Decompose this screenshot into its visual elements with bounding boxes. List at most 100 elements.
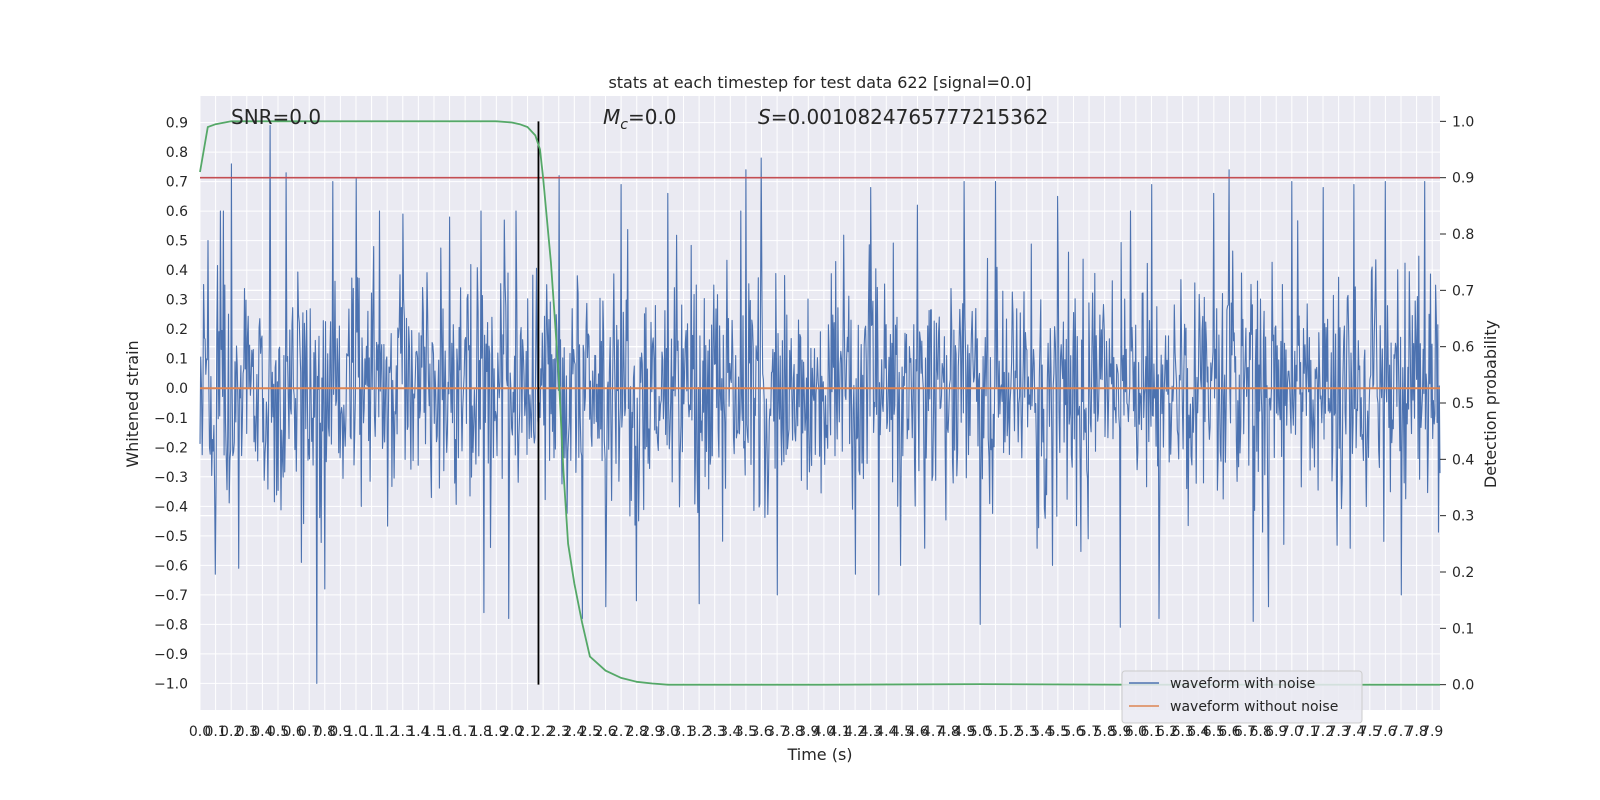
- x-tick-label: 6.3: [1172, 724, 1194, 740]
- x-tick-label: 2.6: [594, 724, 616, 740]
- x-tick-label: 2.0: [501, 724, 523, 740]
- x-tick-label: 0.0: [189, 724, 211, 740]
- y-tick-label: 0.0: [166, 381, 188, 397]
- x-tick-label: 4.7: [922, 724, 944, 740]
- x-tick-label: 1.5: [423, 724, 445, 740]
- y2-tick-label: 0.6: [1452, 340, 1474, 356]
- x-tick-label: 7.7: [1390, 724, 1412, 740]
- y2-tick-label: 0.0: [1452, 678, 1474, 694]
- y2-tick-label: 0.3: [1452, 509, 1474, 525]
- x-tick-label: 0.8: [314, 724, 336, 740]
- x-tick-label: 5.0: [969, 724, 991, 740]
- legend-label-noise: waveform with noise: [1170, 676, 1315, 692]
- mc-annotation: Mc=0.0: [603, 105, 677, 133]
- x-tick-label: 7.0: [1281, 724, 1303, 740]
- x-tick-label: 4.9: [953, 724, 975, 740]
- x-tick-label: 1.4: [407, 724, 429, 740]
- y-tick-label: 0.3: [166, 293, 188, 309]
- x-tick-label: 1.6: [438, 724, 460, 740]
- series-line-detection-probability: [199, 120, 1440, 686]
- y-tick-label: 0.5: [166, 234, 188, 250]
- x-tick-label: 2.2: [532, 724, 554, 740]
- x-tick-label: 4.8: [938, 724, 960, 740]
- x-tick-label: 7.9: [1421, 724, 1443, 740]
- y-tick-label: 0.2: [166, 322, 188, 338]
- x-tick-label: 4.0: [813, 724, 835, 740]
- x-tick-label: 0.5: [267, 724, 289, 740]
- x-tick-label: 6.1: [1140, 724, 1162, 740]
- x-tick-label: 7.4: [1343, 724, 1365, 740]
- y-tick-label: −1.0: [154, 676, 188, 692]
- y-tick-label: 0.1: [166, 352, 188, 368]
- y2-tick-label: 0.1: [1452, 621, 1474, 637]
- chart-title: stats at each timestep for test data 622…: [608, 73, 1031, 92]
- x-tick-label: 3.6: [750, 724, 772, 740]
- series-line-waveform-with-noise: [199, 124, 1441, 684]
- y-tick-label: −0.4: [154, 499, 188, 515]
- x-tick-label: 5.3: [1016, 724, 1038, 740]
- legend-box: [1121, 670, 1363, 724]
- y-tick-label: −0.6: [154, 558, 188, 574]
- x-tick-label: 3.2: [688, 724, 710, 740]
- snr-annotation: SNR=0.0: [231, 105, 321, 129]
- y2-tick-label: 0.5: [1452, 396, 1474, 412]
- x-tick-label: 3.9: [797, 724, 819, 740]
- y-tick-label: 0.8: [166, 145, 188, 161]
- x-tick-label: 5.5: [1047, 724, 1069, 740]
- mc-value: =0.0: [628, 105, 677, 129]
- x-tick-labels: 0.00.10.20.30.40.50.60.70.80.91.01.11.21…: [189, 724, 1443, 740]
- y-tick-label: 0.6: [166, 204, 188, 220]
- x-tick-label: 7.3: [1327, 724, 1349, 740]
- x-tick-label: 5.7: [1078, 724, 1100, 740]
- x-tick-label: 6.4: [1187, 724, 1209, 740]
- x-tick-label: 6.2: [1156, 724, 1178, 740]
- x-tick-label: 3.5: [735, 724, 757, 740]
- y2-tick-label: 0.4: [1452, 452, 1474, 468]
- s-annotation: S=0.0010824765777215362: [758, 105, 1048, 129]
- x-tick-label: 5.8: [1094, 724, 1116, 740]
- x-tick-label: 6.5: [1203, 724, 1225, 740]
- y2-tick-label: 0.8: [1452, 227, 1474, 243]
- y2-tick-label: 0.9: [1452, 171, 1474, 187]
- x-tick-label: 7.6: [1374, 724, 1396, 740]
- legend-label-clean: waveform without noise: [1170, 699, 1338, 715]
- x-tick-label: 3.0: [657, 724, 679, 740]
- x-tick-label: 0.1: [204, 724, 226, 740]
- x-axis-label: Time (s): [786, 745, 852, 764]
- x-tick-label: 5.6: [1062, 724, 1084, 740]
- y-tick-label: 0.7: [166, 175, 188, 191]
- x-tick-label: 1.3: [392, 724, 414, 740]
- x-tick-label: 1.1: [360, 724, 382, 740]
- x-tick-label: 5.1: [984, 724, 1006, 740]
- y-tick-label: −0.7: [154, 588, 188, 604]
- x-tick-label: 4.4: [875, 724, 897, 740]
- x-tick-label: 0.9: [329, 724, 351, 740]
- x-tick-label: 3.7: [766, 724, 788, 740]
- y2-tick-label: 0.7: [1452, 283, 1474, 299]
- y-tick-label: −0.2: [154, 440, 188, 456]
- x-tick-label: 3.4: [719, 724, 741, 740]
- y-tick-label: −0.1: [154, 411, 188, 427]
- x-tick-label: 2.9: [641, 724, 663, 740]
- x-tick-label: 2.3: [548, 724, 570, 740]
- y2-tick-label: 1.0: [1452, 114, 1474, 130]
- x-tick-label: 0.4: [251, 724, 273, 740]
- y-tick-label: −0.3: [154, 470, 188, 486]
- legend: waveform with noise waveform without noi…: [1121, 670, 1363, 724]
- y-tick-label: 0.9: [166, 116, 188, 132]
- x-tick-label: 0.7: [298, 724, 320, 740]
- x-tick-label: 5.9: [1109, 724, 1131, 740]
- y2-axis-label: Detection probability: [1481, 320, 1500, 488]
- x-tick-label: 4.6: [906, 724, 928, 740]
- y-tick-label: −0.5: [154, 529, 188, 545]
- x-tick-label: 4.2: [844, 724, 866, 740]
- x-tick-label: 4.5: [891, 724, 913, 740]
- x-tick-label: 2.7: [610, 724, 632, 740]
- x-tick-label: 2.5: [579, 724, 601, 740]
- y-tick-label: 0.4: [166, 263, 188, 279]
- x-tick-label: 1.9: [485, 724, 507, 740]
- x-tick-label: 5.4: [1031, 724, 1053, 740]
- series-waveform-with-noise: [199, 124, 1441, 684]
- y-tick-label: −0.8: [154, 617, 188, 633]
